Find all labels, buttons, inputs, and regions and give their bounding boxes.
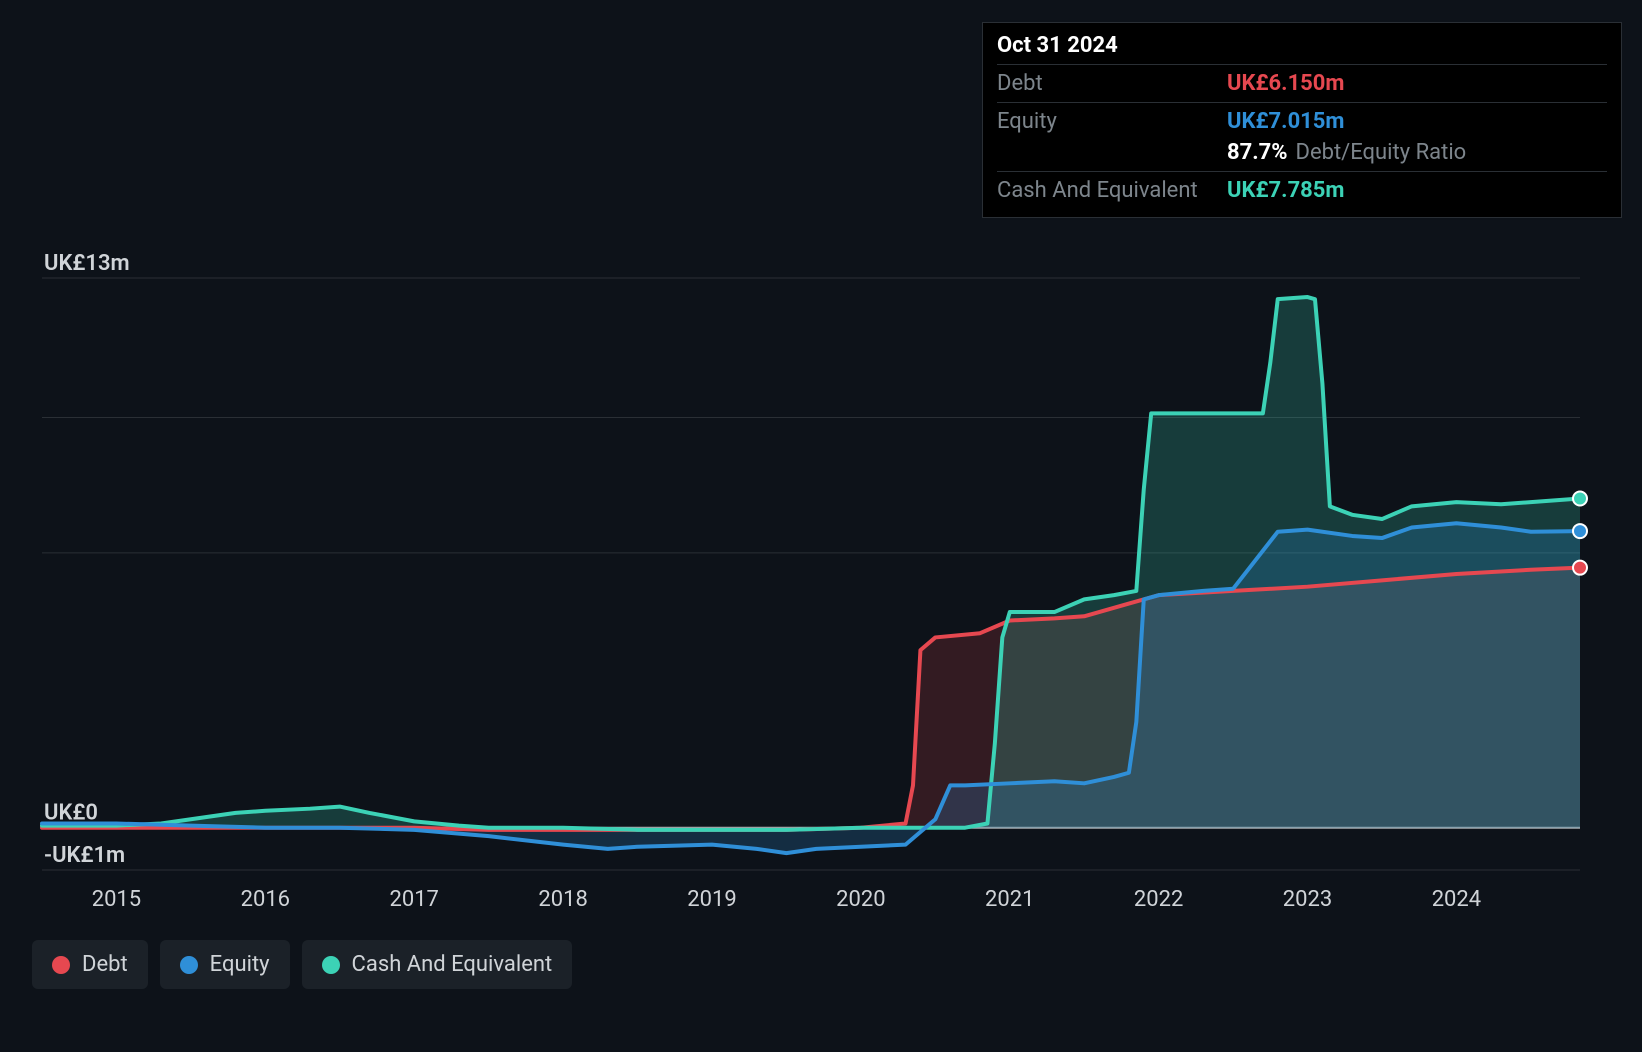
svg-text:2018: 2018: [538, 887, 587, 912]
financial-chart: UK£13mUK£0-UK£1m201520162017201820192020…: [0, 0, 1642, 1052]
legend-dot-icon: [322, 956, 340, 974]
legend-dot-icon: [52, 956, 70, 974]
svg-text:2016: 2016: [241, 887, 290, 912]
tooltip-row-debt: Debt UK£6.150m: [997, 64, 1607, 102]
chart-legend: Debt Equity Cash And Equivalent: [32, 940, 572, 989]
tooltip-date: Oct 31 2024: [997, 33, 1607, 64]
tooltip-value: UK£7.015m: [1227, 109, 1345, 134]
legend-item-cash[interactable]: Cash And Equivalent: [302, 940, 573, 989]
svg-text:UK£13m: UK£13m: [44, 251, 130, 276]
legend-dot-icon: [180, 956, 198, 974]
legend-label: Cash And Equivalent: [352, 952, 553, 977]
svg-text:2019: 2019: [687, 887, 736, 912]
tooltip-label: Debt: [997, 71, 1227, 96]
tooltip-ratio-value: 87.7%: [1227, 140, 1288, 165]
tooltip-ratio-label: Debt/Equity Ratio: [1296, 140, 1467, 165]
chart-tooltip: Oct 31 2024 Debt UK£6.150m Equity UK£7.0…: [982, 22, 1622, 218]
svg-text:2023: 2023: [1283, 887, 1332, 912]
svg-text:2022: 2022: [1134, 887, 1183, 912]
tooltip-label: Cash And Equivalent: [997, 178, 1227, 203]
legend-label: Debt: [82, 952, 128, 977]
svg-text:2020: 2020: [836, 887, 885, 912]
svg-text:2015: 2015: [92, 887, 141, 912]
svg-text:-UK£1m: -UK£1m: [44, 843, 125, 868]
legend-label: Equity: [210, 952, 270, 977]
legend-item-equity[interactable]: Equity: [160, 940, 290, 989]
svg-text:2024: 2024: [1432, 887, 1481, 912]
tooltip-row-cash: Cash And Equivalent UK£7.785m: [997, 171, 1607, 209]
tooltip-ratio-row: 87.7% Debt/Equity Ratio: [997, 140, 1607, 171]
svg-text:2021: 2021: [985, 887, 1034, 912]
tooltip-value: UK£6.150m: [1227, 71, 1345, 96]
legend-item-debt[interactable]: Debt: [32, 940, 148, 989]
tooltip-row-equity: Equity UK£7.015m: [997, 102, 1607, 140]
svg-text:2017: 2017: [389, 887, 438, 912]
tooltip-value: UK£7.785m: [1227, 178, 1345, 203]
tooltip-label: Equity: [997, 109, 1227, 134]
